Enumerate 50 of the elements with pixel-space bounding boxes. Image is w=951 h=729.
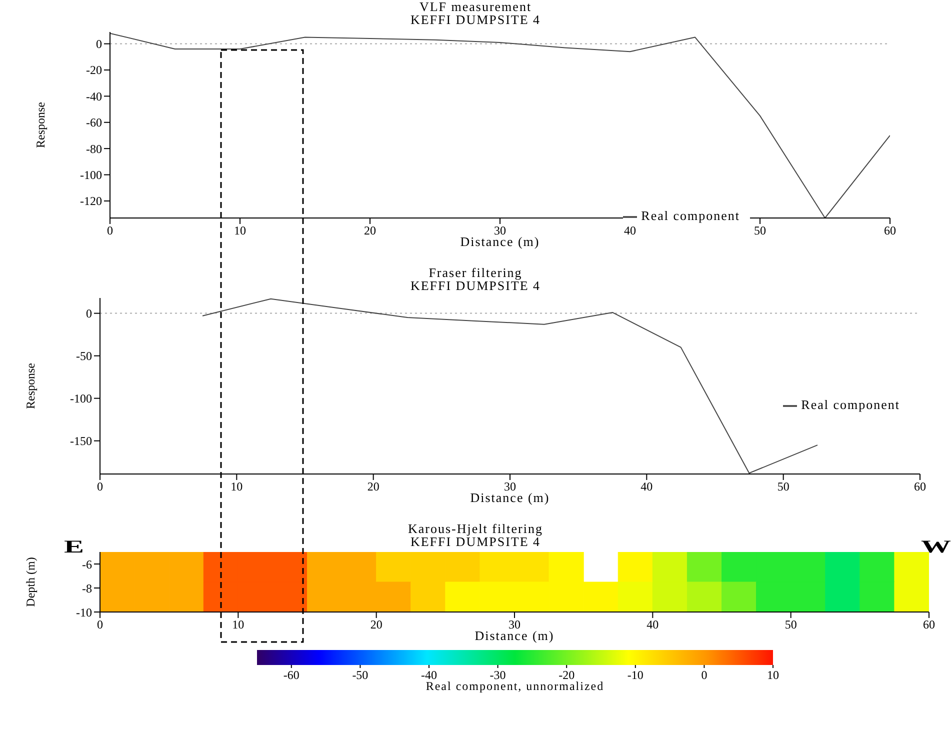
chart-title: Fraser filtering xyxy=(428,265,524,280)
annotation: W xyxy=(921,536,951,557)
x-tick-label: 20 xyxy=(367,480,380,494)
y-tick-label: -20 xyxy=(86,63,102,78)
x-tick-label: 10 xyxy=(234,224,246,238)
y-tick-label: -100 xyxy=(70,392,92,406)
x-tick-label: 50 xyxy=(777,480,790,494)
color-bar-label: -60 xyxy=(283,668,300,682)
legend-label: Real component xyxy=(641,208,740,223)
x-tick-label: 60 xyxy=(884,224,896,238)
color-bar-label: -30 xyxy=(490,668,506,682)
y-tick-label: -120 xyxy=(80,194,102,208)
y-tick-label: -40 xyxy=(86,89,102,104)
y-tick-label: -10 xyxy=(76,605,92,620)
x-tick-label: 50 xyxy=(754,224,766,238)
y-tick-label: -60 xyxy=(86,116,102,130)
legend-label: Real component xyxy=(801,397,900,412)
y-tick-label: -8 xyxy=(82,581,92,596)
text: E xyxy=(64,536,84,557)
chart-title: Karous-Hjelt filtering xyxy=(407,521,544,536)
chart-title: VLF measurement xyxy=(418,0,533,14)
color-bar-label: -50 xyxy=(352,668,368,682)
color-bar-label: -10 xyxy=(627,668,644,682)
color-bar-label: -20 xyxy=(558,668,575,682)
x-tick-label: 40 xyxy=(640,480,653,494)
y-tick-label: -6 xyxy=(82,557,92,572)
x-tick-label: 60 xyxy=(914,480,926,494)
x-tick-label: 50 xyxy=(784,618,797,632)
chart-subtitle: KEFFI DUMPSITE 4 xyxy=(409,12,542,27)
x-tick-label: 40 xyxy=(646,618,659,632)
y-axis-title: Depth (m) xyxy=(23,557,38,607)
y-tick-label: -100 xyxy=(80,168,102,182)
color-bar-label: 10 xyxy=(767,668,779,682)
x-tick-label: 0 xyxy=(107,224,113,238)
y-tick-label: -50 xyxy=(76,349,92,364)
color-bar-title: Real component, unnormalized xyxy=(426,679,604,693)
x-tick-label: 10 xyxy=(230,480,243,494)
y-tick-label: -80 xyxy=(86,142,102,156)
x-tick-label: 20 xyxy=(370,618,382,632)
y-tick-label: 0 xyxy=(96,37,102,52)
color-bar-label: -40 xyxy=(421,668,437,682)
y-axis-title: Response xyxy=(33,102,48,148)
y-tick-label: 0 xyxy=(86,306,92,321)
y-axis-title: Response xyxy=(23,362,38,409)
x-tick-label: 40 xyxy=(624,224,636,238)
x-tick-label: 10 xyxy=(232,618,244,632)
color-bar-label: 0 xyxy=(701,668,708,682)
x-tick-label: 20 xyxy=(364,224,376,238)
x-tick-label: 60 xyxy=(923,618,935,632)
y-tick-label: -150 xyxy=(70,434,92,448)
